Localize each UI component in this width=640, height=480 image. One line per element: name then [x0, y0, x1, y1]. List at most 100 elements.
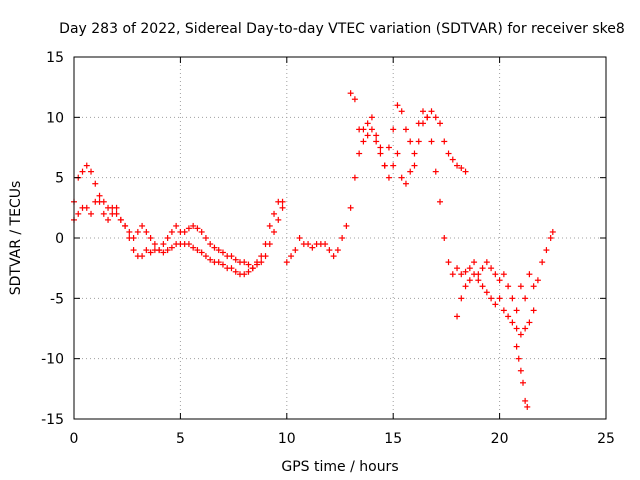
data-point: [190, 244, 197, 251]
data-point: [198, 249, 205, 256]
data-point: [245, 261, 252, 268]
data-point: [164, 235, 171, 241]
data-point: [530, 307, 537, 314]
data-point: [509, 319, 516, 326]
data-point: [305, 241, 312, 248]
data-point: [530, 283, 537, 290]
data-point: [441, 138, 448, 145]
data-point: [377, 144, 384, 151]
data-point: [126, 228, 133, 235]
data-point: [517, 283, 524, 290]
x-axis-label: GPS time / hours: [281, 459, 398, 475]
y-tick-label: 0: [55, 231, 64, 247]
data-point: [168, 228, 175, 235]
grid: [74, 57, 606, 419]
data-point: [509, 295, 516, 302]
data-point: [402, 180, 409, 187]
data-point: [249, 265, 256, 272]
data-point: [185, 241, 192, 248]
data-point: [279, 198, 286, 205]
data-point: [500, 271, 507, 278]
y-tick-label: 5: [55, 171, 64, 187]
data-point: [462, 283, 469, 290]
data-point: [143, 247, 150, 254]
data-point: [181, 228, 188, 235]
data-point: [517, 331, 524, 338]
data-point: [419, 120, 426, 127]
y-tick-label: 15: [46, 50, 64, 66]
data-point: [92, 198, 99, 205]
data-point: [539, 259, 546, 266]
data-point: [173, 222, 180, 229]
data-point: [496, 295, 503, 302]
data-point: [458, 165, 465, 172]
data-point: [254, 261, 261, 268]
data-point: [458, 271, 465, 278]
data-point: [334, 247, 341, 254]
y-tick-label: -10: [41, 352, 64, 368]
data-point: [202, 235, 209, 241]
data-point: [207, 256, 214, 263]
y-tick-label: 10: [46, 110, 64, 126]
data-point: [441, 235, 448, 241]
data-point: [113, 204, 120, 211]
data-point: [339, 235, 346, 241]
y-tick-label: -15: [41, 412, 64, 428]
data-point: [211, 244, 218, 251]
data-point: [522, 325, 529, 332]
data-point: [356, 126, 363, 133]
data-point: [266, 222, 273, 229]
data-point: [215, 259, 222, 266]
data-point: [449, 271, 456, 278]
data-point: [483, 259, 490, 266]
data-point: [492, 301, 499, 308]
data-point: [462, 268, 469, 275]
data-point: [219, 249, 226, 256]
y-tick-label: -5: [50, 291, 64, 307]
data-point: [232, 256, 239, 263]
data-point: [466, 277, 473, 284]
data-point: [232, 268, 239, 275]
data-point: [483, 289, 490, 296]
data-point: [432, 114, 439, 121]
data-point: [330, 253, 337, 260]
data-point: [488, 265, 495, 272]
data-point: [449, 156, 456, 163]
data-point: [309, 244, 316, 251]
data-point: [398, 108, 405, 115]
data-point: [79, 168, 86, 175]
data-point: [215, 247, 222, 254]
data-point: [513, 343, 520, 350]
x-tick-label: 0: [70, 431, 79, 447]
data-point: [432, 168, 439, 175]
data-point: [347, 90, 354, 97]
data-point: [492, 271, 499, 278]
data-point: [202, 253, 209, 260]
data-point: [88, 168, 95, 175]
data-point: [411, 162, 418, 169]
data-point: [385, 144, 392, 151]
data-point: [164, 247, 171, 254]
data-point: [279, 204, 286, 211]
data-point: [515, 355, 522, 362]
data-point: [96, 192, 103, 199]
x-tick-label: 20: [491, 431, 509, 447]
data-point: [134, 228, 141, 235]
data-point: [356, 150, 363, 157]
data-point: [496, 277, 503, 284]
data-point: [126, 235, 133, 241]
data-point: [143, 228, 150, 235]
data-point: [520, 379, 527, 386]
x-tick-label: 25: [597, 431, 615, 447]
data-point: [377, 150, 384, 157]
data-point: [258, 259, 265, 266]
data-point: [194, 225, 201, 232]
data-point: [364, 120, 371, 127]
data-point: [428, 108, 435, 115]
data-point: [394, 150, 401, 157]
data-point: [479, 283, 486, 290]
data-point: [466, 265, 473, 272]
data-point: [454, 265, 461, 272]
data-point: [347, 204, 354, 211]
